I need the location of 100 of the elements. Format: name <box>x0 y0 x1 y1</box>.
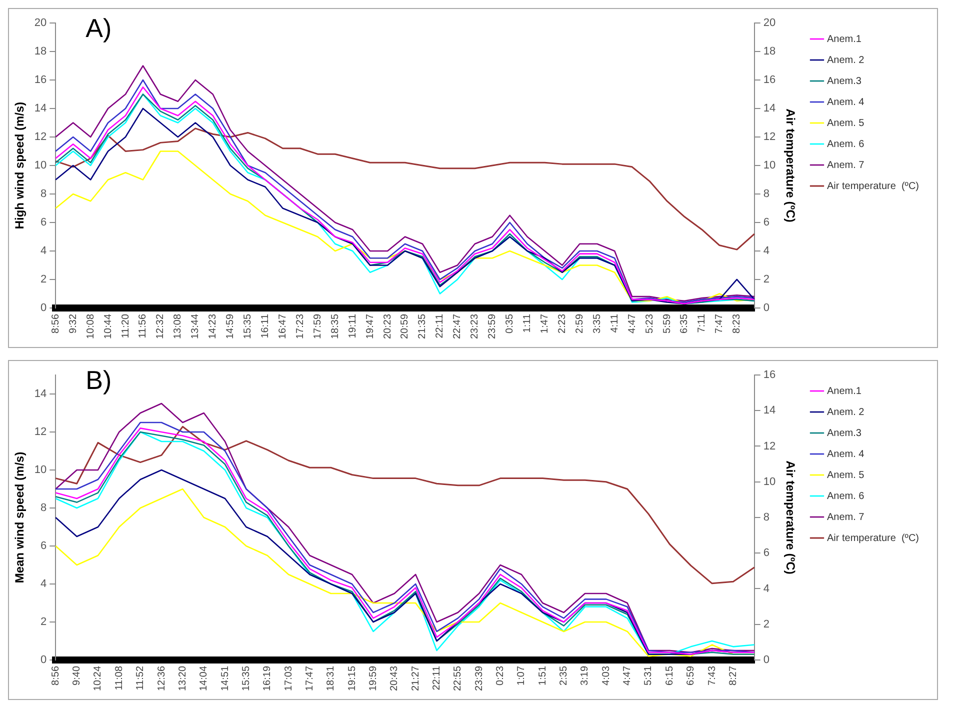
x-tick-label: 10:24 <box>92 666 104 692</box>
x-tick-label: 23:39 <box>474 666 485 692</box>
x-tick-label: 8:56 <box>50 666 62 686</box>
y2-tick-label: 0 <box>763 302 770 314</box>
x-tick-label: 12:32 <box>155 314 166 340</box>
x-tick-label: 20:59 <box>400 314 411 340</box>
y-tick-label: 4 <box>40 245 47 258</box>
x-tick-label: 19:11 <box>347 314 358 338</box>
x-tick-label: 12:36 <box>156 666 168 692</box>
x-tick-label: 4:03 <box>600 666 612 686</box>
x-tick-label: 4:47 <box>626 314 638 334</box>
legend-label: Air temperature (ºC) <box>826 180 920 192</box>
x-tick-label: 16:11 <box>260 314 271 338</box>
x-tick-label: 21:35 <box>417 314 428 340</box>
x-tick-label: 23:23 <box>470 314 481 340</box>
x-tick-label: 21:27 <box>410 666 422 692</box>
y2-tick-label: 16 <box>763 74 776 86</box>
x-tick-label: 14:51 <box>220 666 231 692</box>
x-tick-label: 8:23 <box>732 314 743 334</box>
y2-axis-title: Air temperature (ºC) <box>783 460 798 574</box>
legend-label: Anem.1 <box>826 386 862 397</box>
x-tick-label: 2:59 <box>574 314 586 334</box>
legend-label: Air temperature (ºC) <box>826 532 920 544</box>
x-tick-label: 8:56 <box>50 314 62 334</box>
x-tick-label: 6:15 <box>664 666 676 686</box>
legend-label: Anem. 7 <box>826 512 865 523</box>
x-tick-label: 11:20 <box>120 314 132 338</box>
x-tick-label: 3:35 <box>592 314 603 334</box>
legend-label: Anem.3 <box>826 76 862 87</box>
y-tick-label: 12 <box>34 131 47 144</box>
y-tick-label: 8 <box>40 188 47 200</box>
legend-label: Anem. 2 <box>826 54 865 66</box>
x-tick-label: 0:35 <box>504 314 516 334</box>
y-tick-label: 6 <box>40 216 47 229</box>
x-tick-label: 16:19 <box>262 666 274 692</box>
x-tick-label: 22:55 <box>452 666 464 692</box>
x-tick-label: 23:59 <box>487 314 498 340</box>
x-tick-label: 13:20 <box>177 666 188 692</box>
x-tick-label: 22:47 <box>452 314 464 340</box>
y-tick-label: 10 <box>34 464 47 476</box>
x-tick-label: 3:19 <box>580 666 591 686</box>
x-tick-label: 2:23 <box>556 314 568 334</box>
x-tick-label: 5:31 <box>643 666 654 686</box>
y-tick-label: 16 <box>34 74 47 86</box>
x-tick-label: 11:52 <box>135 666 146 690</box>
y-axis-title: High wind speed (m/s) <box>12 102 27 230</box>
y2-tick-label: 2 <box>763 618 770 630</box>
x-tick-label: 19:15 <box>346 666 358 692</box>
y-tick-label: 6 <box>40 540 47 552</box>
y2-tick-label: 4 <box>763 245 770 258</box>
x-tick-label: 4:11 <box>609 314 620 333</box>
y-tick-label: 0 <box>40 302 47 314</box>
legend-label: Anem.3 <box>826 428 862 439</box>
x-tick-label: 7:11 <box>696 314 708 333</box>
x-tick-label: 9:40 <box>72 666 83 686</box>
x-tick-label: 17:59 <box>312 314 324 340</box>
annotation: B) <box>86 365 112 396</box>
x-tick-label: 1:47 <box>539 314 550 334</box>
x-tick-label: 1:07 <box>516 666 528 686</box>
y2-tick-label: 10 <box>763 160 776 172</box>
x-tick-label: 15:35 <box>240 666 252 692</box>
legend-label: Anem. 6 <box>826 490 865 502</box>
x-tick-label: 20:43 <box>389 666 400 692</box>
y-tick-label: 10 <box>34 160 47 172</box>
x-tick-label: 16:47 <box>277 314 288 340</box>
y2-tick-label: 0 <box>763 654 770 666</box>
x-tick-label: 8:27 <box>728 666 739 686</box>
x-tick-label: 11:56 <box>138 314 149 338</box>
x-tick-label: 15:35 <box>242 314 254 340</box>
y-tick-label: 12 <box>34 426 47 438</box>
legend-label: Anem. 2 <box>826 406 865 418</box>
y-tick-label: 4 <box>40 578 47 590</box>
y2-tick-label: 14 <box>763 404 776 417</box>
y2-tick-label: 12 <box>763 131 776 144</box>
x-tick-label: 19:59 <box>368 666 379 692</box>
x-tick-label: 17:23 <box>294 314 306 340</box>
x-tick-label: 0:23 <box>495 666 506 686</box>
x-tick-label: 14:23 <box>208 314 219 340</box>
y-tick-label: 0 <box>40 654 47 666</box>
y2-tick-label: 2 <box>763 274 770 286</box>
x-tick-label: 22:11 <box>432 666 443 690</box>
y-tick-label: 2 <box>40 274 47 286</box>
y2-tick-label: 4 <box>763 582 770 595</box>
legend-label: Anem. 5 <box>826 118 865 129</box>
x-tick-label: 1:11 <box>522 314 534 333</box>
x-tick-label: 6:59 <box>686 666 697 686</box>
x-tick-label: 13:08 <box>172 314 184 340</box>
x-tick-label: 14:59 <box>225 314 236 340</box>
y2-tick-label: 6 <box>763 547 770 560</box>
x-tick-label: 1:51 <box>537 666 548 686</box>
x-tick-label: 6:35 <box>679 314 690 334</box>
y-tick-label: 14 <box>34 102 47 115</box>
y2-tick-label: 20 <box>763 17 776 30</box>
x-tick-label: 9:32 <box>68 314 79 334</box>
y-tick-label: 8 <box>40 502 47 514</box>
y2-tick-label: 6 <box>763 216 770 229</box>
y2-tick-label: 14 <box>763 102 776 115</box>
x-tick-label: 7:47 <box>714 314 726 334</box>
x-tick-label: 13:44 <box>190 314 202 340</box>
x-tick-label: 5:23 <box>644 314 656 334</box>
